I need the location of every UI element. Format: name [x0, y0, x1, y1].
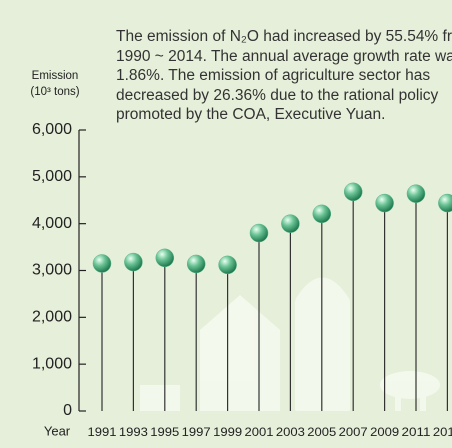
point	[218, 255, 237, 275]
point	[375, 193, 394, 213]
point	[406, 184, 426, 203]
x-tick-label: 2009	[370, 427, 399, 439]
y-axis-label: (10³ tons)	[30, 86, 79, 98]
x-tick-label: 1995	[150, 427, 179, 439]
point	[155, 248, 175, 268]
x-tick-label: 2011	[402, 427, 431, 439]
y-tick-label: 6,000	[32, 121, 72, 138]
y-tick-label: 4,000	[32, 215, 72, 232]
x-tick-label: 1999	[213, 427, 242, 439]
y-tick-label: 5,000	[32, 168, 72, 185]
y-tick-label: 2,000	[32, 309, 72, 326]
x-tick-label: 1997	[182, 427, 211, 439]
point	[124, 252, 143, 272]
x-tick-label: 1993	[119, 427, 148, 439]
y-axis-label: Emission	[32, 70, 79, 82]
y-tick-label: 3,000	[32, 262, 72, 279]
x-tick-label: 2007	[339, 427, 368, 439]
x-axis-label: Year	[44, 423, 71, 438]
y-tick-label: 0	[63, 402, 72, 419]
annotation: The emission of N₂O had increased by 55.…	[116, 28, 452, 123]
x-tick-label: 2005	[307, 427, 336, 439]
point	[186, 254, 206, 274]
background-farm	[140, 277, 440, 411]
point	[281, 214, 300, 233]
y-tick-label: 1,000	[32, 355, 72, 372]
point	[92, 254, 112, 273]
point	[249, 223, 269, 243]
point	[312, 204, 332, 224]
point	[343, 182, 363, 202]
point	[438, 193, 452, 213]
x-tick-label: 2003	[276, 427, 305, 439]
x-tick-label: 1991	[88, 427, 117, 439]
x-tick-label: 2001	[245, 427, 274, 439]
x-tick-label: 2013	[433, 427, 452, 439]
